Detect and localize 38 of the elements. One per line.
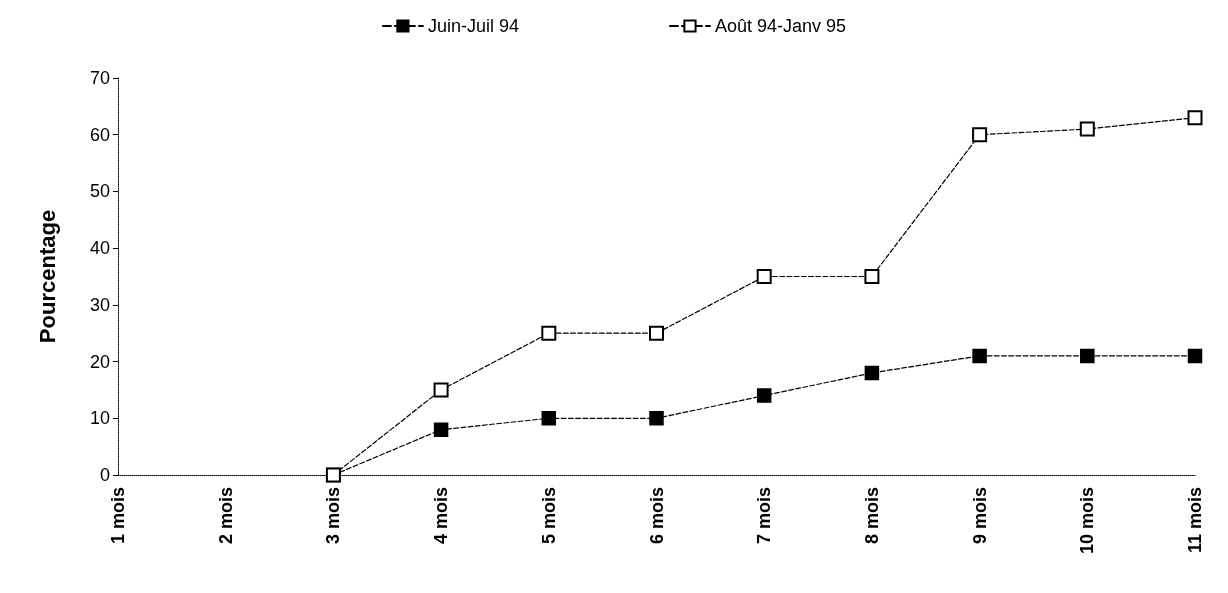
x-tick-label: 7 mois — [754, 487, 775, 545]
point — [756, 269, 772, 284]
point — [864, 365, 880, 381]
y-tick-label: 60 — [89, 124, 110, 145]
point — [541, 411, 557, 426]
x-tick-label: 6 mois — [646, 487, 667, 545]
x-tick-label: 8 mois — [861, 487, 882, 545]
point — [433, 382, 449, 398]
point — [1079, 121, 1095, 137]
y-tick-label: 10 — [89, 408, 110, 429]
point — [1187, 110, 1203, 126]
point — [649, 411, 664, 426]
legend-label: Juin-Juil 94 — [427, 16, 519, 36]
point — [433, 422, 449, 437]
point — [972, 348, 987, 364]
point — [1187, 348, 1203, 364]
x-tick-label: 11 mois — [1185, 487, 1205, 554]
y-tick-label: 20 — [89, 351, 110, 372]
y-tick-label: 0 — [99, 465, 110, 485]
y-tick-label: 40 — [89, 238, 110, 259]
y-tick-label: 70 — [89, 68, 110, 88]
x-tick-label: 9 mois — [969, 487, 990, 545]
x-tick-label: 2 mois — [215, 487, 236, 545]
y-tick-label: 30 — [89, 294, 110, 315]
point — [756, 388, 772, 403]
x-tick-label: 10 mois — [1077, 487, 1098, 555]
y-tick-label: 50 — [89, 181, 110, 202]
point — [541, 325, 557, 341]
x-tick-label: 5 mois — [538, 487, 559, 545]
point — [864, 269, 880, 284]
legend-label: Août 94-Janv 95 — [714, 16, 847, 36]
y-axis-title: Pourcentage — [34, 209, 60, 344]
point — [1080, 348, 1095, 364]
x-tick-label: 4 mois — [431, 487, 452, 545]
x-tick-label: 3 mois — [323, 487, 344, 545]
point — [972, 127, 988, 143]
point — [649, 325, 664, 341]
x-tick-label: 1 mois — [108, 487, 128, 545]
